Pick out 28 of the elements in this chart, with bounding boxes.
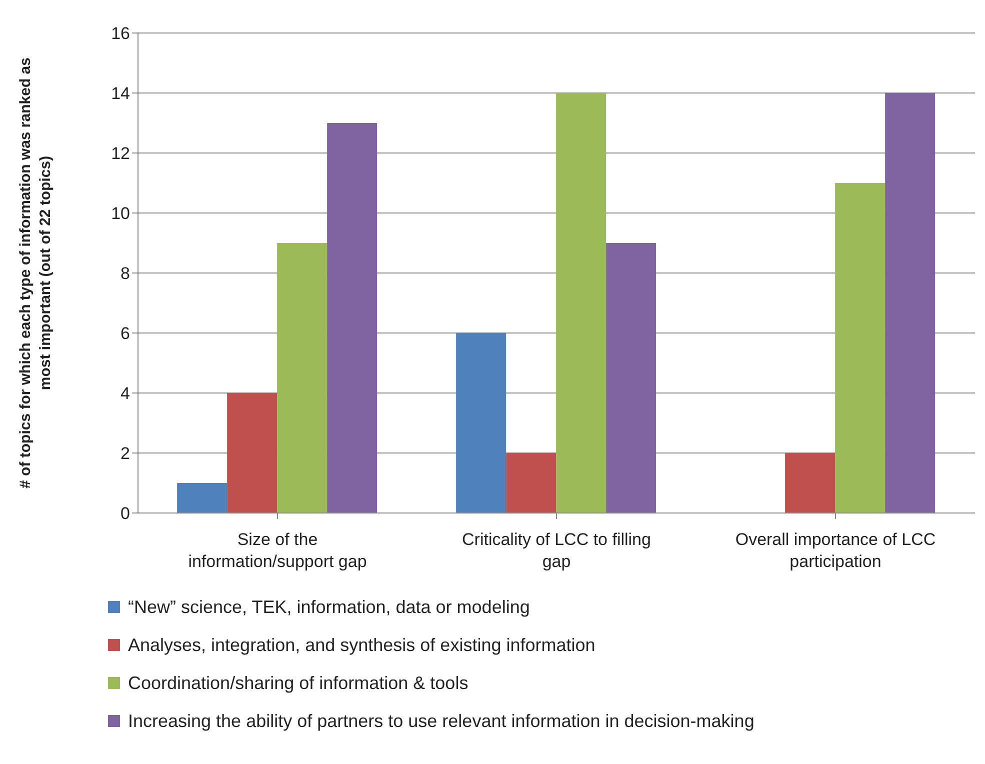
y-tick-label: 4 [120,384,130,404]
y-tick-label: 0 [120,504,130,524]
bar [506,453,556,513]
bar [556,93,606,513]
x-tick-label: Size of the information/support gap [188,530,367,571]
legend-label: “New” science, TEK, information, data or modeling [128,596,530,618]
legend-label: Analyses, integration, and synthesis of existing information [128,634,596,656]
y-tick-label: 10 [111,204,130,224]
bar [327,123,378,513]
y-tick-label: 8 [120,264,130,284]
bar [456,333,506,513]
x-tick-label: Criticality of LCC to filling gap [462,530,651,571]
y-tick-label: 6 [120,324,130,344]
y-axis-title: # of topics for which each type of information was ranked as most important (out of 22 topics) [17,58,54,488]
bar [785,453,836,513]
bar [227,393,278,513]
y-tick-label: 12 [111,144,130,164]
bar [606,243,656,513]
legend-label: Coordination/sharing of information & tools [128,672,468,694]
legend-label: Increasing the ability of partners to use relevant information in decision-making [128,710,754,732]
x-tick-label: Overall importance of LCC participation [735,530,936,571]
y-tick-label: 14 [111,84,130,104]
y-tick-label: 16 [111,24,130,44]
bar [885,93,936,513]
bar [835,183,886,513]
bar [277,243,328,513]
bar [177,483,228,513]
y-tick-label: 2 [120,444,130,464]
